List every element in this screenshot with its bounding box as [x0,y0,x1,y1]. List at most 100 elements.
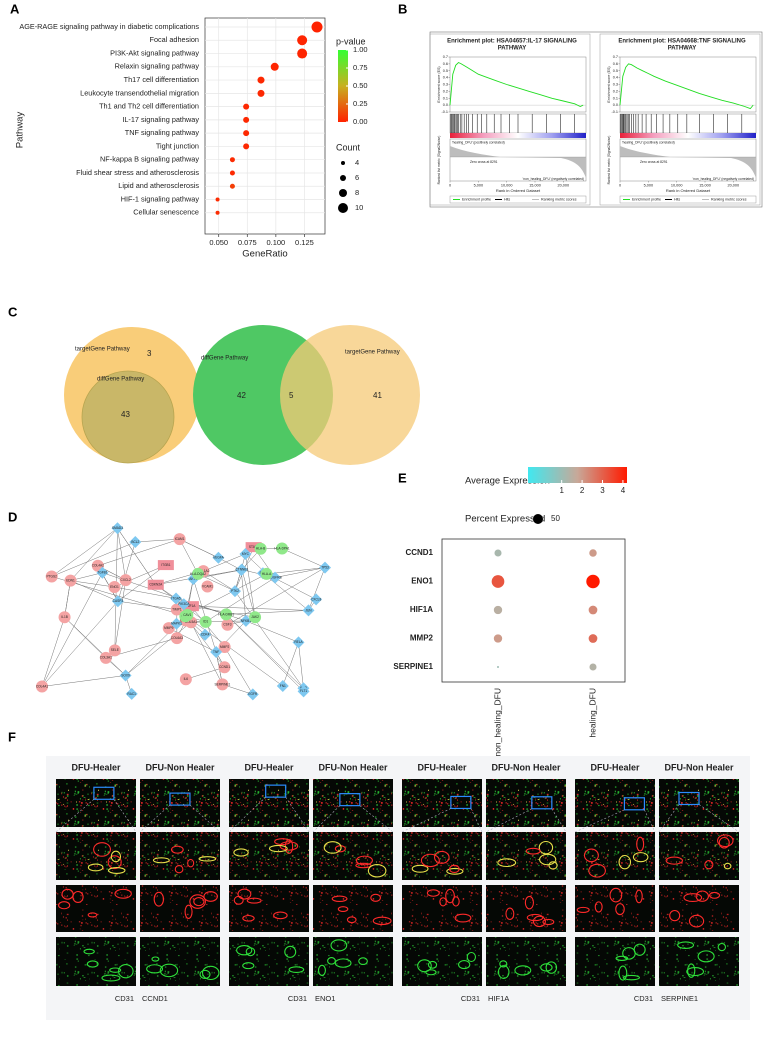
legend-label: 8 [355,188,359,197]
legend-label: 10 [355,203,363,212]
y-tick-label: 0.4 [613,76,618,80]
node [221,618,234,631]
colorbar-label: 3 [600,486,605,495]
y-tick-label: Fluid shear stress and atherosclerosis [76,168,199,177]
stain-label: CD31 [288,994,307,1003]
dot [586,574,600,589]
stain-layer [575,937,655,986]
y-tick-label: PI3K-Akt signaling pathway [110,48,199,57]
node [36,680,48,693]
zoom-guide [228,796,266,833]
stain-layer [402,779,482,827]
vessel [184,904,193,919]
edge [125,622,192,676]
vessel [635,889,643,904]
vessel [146,964,164,974]
zoom-box [531,796,553,810]
stain-layer [659,832,739,880]
vessel [174,865,184,874]
node [170,603,183,616]
x-tick-label: 5,000 [474,184,484,188]
dot [589,663,597,671]
node-label: TNF [213,650,219,654]
y-tick-label: AGE-RAGE signaling pathway in diabetic c… [19,22,199,31]
y-tick-label: NF-kappa B signaling pathway [100,155,199,164]
zoom-box [450,795,472,810]
vessel [109,967,122,973]
vessel [457,960,471,970]
y-axis-label: Enrichment score (ES) [607,66,611,102]
vessel [323,841,342,854]
stain-layer [659,885,739,932]
gsea-title: Enrichment plot: HSA04668:TNF SIGNALING [618,39,746,45]
rank-bar [620,133,756,138]
y-tick-label: Leukocyte transendothelial migration [80,88,199,97]
node-label: SELE [111,648,119,652]
edge [41,675,126,687]
y-tick-label: 0.3 [613,83,618,87]
vessel [687,963,696,978]
node-label: COL4A2 [92,564,104,568]
legend-dot [341,161,345,165]
vessel [107,867,126,874]
x-axis-label: Rank in Ordered Dataset [496,188,541,193]
stain-layer [229,779,309,827]
x-tick-label: 0 [619,184,621,188]
legend-label: 4 [355,158,359,167]
node [170,632,183,645]
x-tick-label: healing_DFU [587,688,597,738]
node-label: CCND1 [219,665,230,669]
dot [229,183,235,189]
gsea-title: PATHWAY [498,46,527,52]
node [119,574,132,587]
node-label: TIMP1 [172,607,182,611]
venn-label: diffGene Pathway [97,377,144,383]
y-axis-label: Ranked list metric (Signal2Noise) [437,136,441,185]
node [170,617,183,630]
y-tick-label: TNF signaling pathway [125,128,200,137]
stain-label: SERPINE1 [661,994,698,1003]
node [157,560,174,571]
edge [308,567,326,611]
vessel [576,906,590,914]
edge [225,614,304,692]
node-label: HLA-B [256,547,265,551]
node [260,567,273,580]
node [235,563,248,576]
vessel [446,867,464,875]
edge [234,590,304,689]
stain-label: CD31 [461,994,480,1003]
dot [257,76,265,84]
node-label: HIF1A [186,604,196,608]
zoom-guide [470,808,483,833]
vessel [665,856,683,865]
vessel [358,957,368,966]
node-label: ICAM1 [175,537,185,541]
vessel [370,893,381,902]
y-tick-label: 0.6 [443,62,448,66]
vessel [114,888,132,899]
node-label: TP53 [321,565,329,569]
y-tick-label: Lipid and atherosclerosis [118,181,199,190]
vessel [420,853,440,868]
node [254,542,267,555]
vessel [317,964,326,976]
y-tick-label: IL-17 signaling pathway [122,115,199,124]
vessel [636,836,645,852]
gsea-title: PATHWAY [668,46,697,52]
vessel [151,956,160,962]
vessel [273,911,288,920]
vessel [448,864,460,874]
zoom-box [93,786,115,800]
zoom-guide [485,808,532,833]
node-label: COL3A1 [100,656,112,660]
vessel [704,859,714,870]
x-axis-label: GeneRatio [242,249,287,260]
node [302,604,315,617]
node-label: STAT3 [249,545,259,549]
edge [298,642,304,689]
vessel [101,974,121,982]
vessel [622,974,640,981]
plot-panel [204,17,326,235]
column-header: DFU-Non Healer [664,762,734,772]
